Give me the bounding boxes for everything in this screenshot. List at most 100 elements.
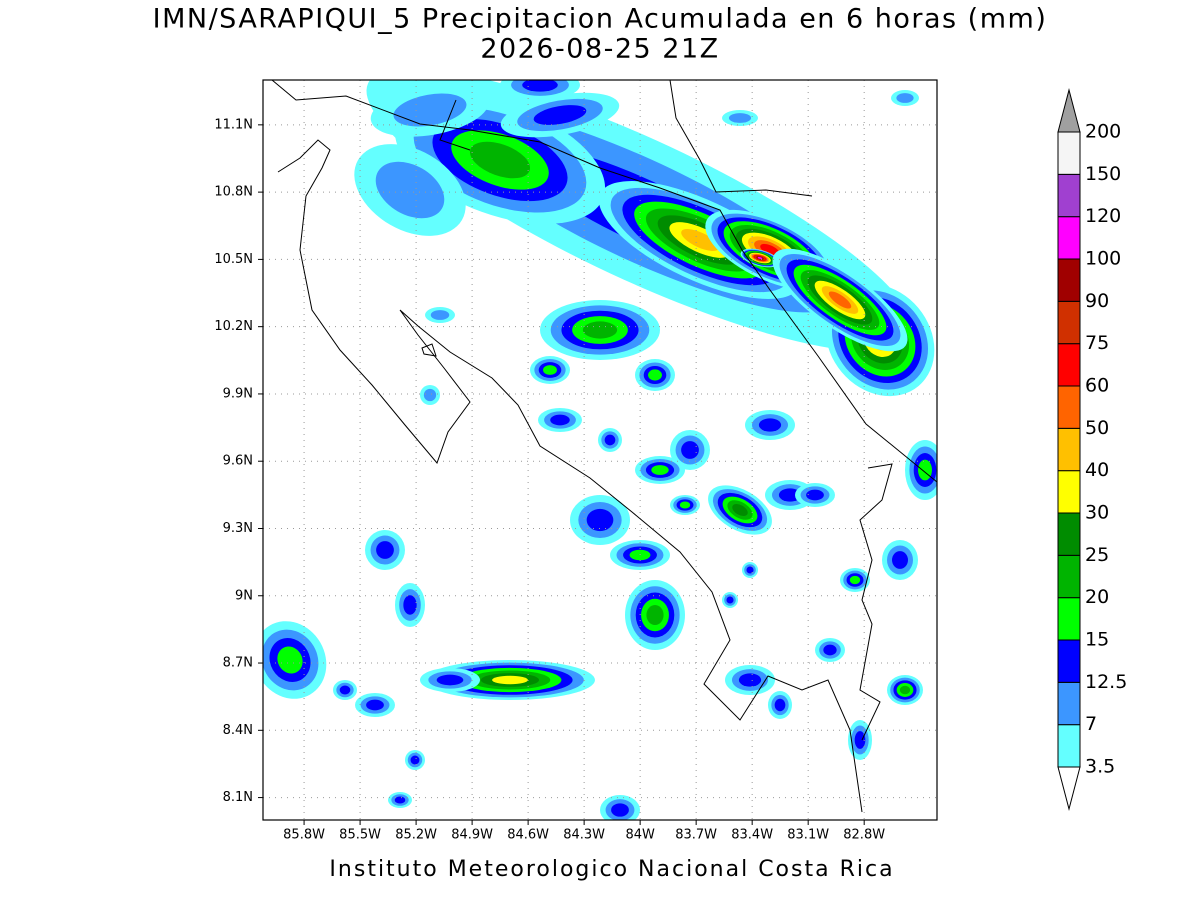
rain-contour — [611, 803, 629, 817]
rain-contour — [738, 673, 762, 687]
rain-contour — [436, 674, 464, 686]
x-tick-label: 85.5W — [339, 828, 381, 843]
colorbar-segment — [1057, 343, 1081, 387]
rain-contour — [430, 310, 450, 320]
coastline — [277, 139, 863, 813]
y-tick-label: 8.4N — [223, 723, 253, 738]
rain-contour — [681, 229, 719, 251]
footer: Instituto Meteorologico Nacional Costa R… — [329, 857, 894, 882]
rain-contour — [854, 731, 866, 749]
map-frame — [262, 79, 938, 821]
colorbar-label: 15 — [1085, 629, 1109, 651]
grid — [258, 80, 937, 825]
colorbar-label: 7 — [1085, 713, 1097, 735]
x-tick-label: 84W — [625, 828, 655, 843]
rain-contour — [823, 644, 837, 656]
y-tick-label: 9N — [235, 588, 253, 603]
rain-contour — [828, 291, 852, 309]
rain-contour — [582, 321, 618, 339]
title: IMN/SARAPIQUI_5 Precipitacion Acumulada … — [153, 4, 1048, 35]
rain-contour — [896, 93, 914, 103]
colorbar-over — [1057, 88, 1081, 133]
colorbar-label: 30 — [1085, 502, 1109, 524]
rain-contour — [778, 488, 802, 502]
rain-contour — [375, 161, 445, 219]
rain-contour — [339, 685, 351, 695]
subtitle: 2026-08-25 21Z — [480, 34, 719, 65]
y-tick-label: 11.1N — [214, 117, 253, 132]
colorbar-label: 60 — [1085, 375, 1109, 397]
y-tick-label: 10.2N — [214, 319, 253, 334]
colorbar-label: 20 — [1085, 586, 1109, 608]
rain-contour — [366, 699, 384, 711]
rain-contour — [651, 465, 669, 475]
rain-contour — [533, 105, 587, 125]
y-tick-label: 9.9N — [223, 386, 253, 401]
rain-contour — [892, 551, 908, 569]
x-tick-label: 84.6W — [507, 828, 549, 843]
rain-contour — [728, 113, 752, 123]
rain-contour — [646, 605, 664, 625]
y-tick-label: 9.6N — [223, 454, 253, 469]
colorbar-label: 120 — [1085, 205, 1121, 227]
island — [421, 343, 437, 357]
rain-contour — [550, 414, 570, 426]
colorbar-segment — [1057, 131, 1081, 175]
colorbar-label: 90 — [1085, 290, 1109, 312]
colorbar-label: 50 — [1085, 417, 1109, 439]
colorbar-segment — [1057, 300, 1081, 345]
colorbar-segment — [1057, 681, 1081, 726]
rain-contour — [394, 796, 406, 804]
x-tick-label: 84.3W — [563, 828, 605, 843]
x-tick-label: 83.7W — [675, 828, 717, 843]
rain-contour — [423, 388, 437, 402]
rain-contour — [604, 434, 616, 446]
rain-contour — [492, 675, 528, 685]
y-tick-label: 10.5N — [214, 252, 253, 267]
rain-contour — [726, 596, 734, 604]
border — [669, 80, 813, 197]
colorbar-segment — [1057, 173, 1081, 218]
rain-contour — [918, 459, 932, 481]
rain-contour — [758, 418, 782, 432]
rain-contour — [679, 501, 691, 509]
colorbar-segment — [1057, 470, 1081, 514]
colorbar-segment — [1057, 385, 1081, 429]
colorbar-segment — [1057, 597, 1081, 641]
x-tick-label: 85.8W — [283, 828, 325, 843]
rain-contour — [403, 595, 417, 615]
rain-contour — [760, 243, 780, 257]
y-tick-label: 8.7N — [223, 656, 253, 671]
rain-contour — [732, 504, 748, 516]
x-tick-label: 85.2W — [395, 828, 437, 843]
coastline — [271, 80, 937, 483]
colorbar-label: 3.5 — [1085, 756, 1115, 778]
rain-contour — [849, 575, 861, 585]
border — [859, 463, 893, 741]
colorbar-segment — [1057, 512, 1081, 556]
x-tick-label: 83.1W — [787, 828, 829, 843]
colorbar-label: 200 — [1085, 121, 1121, 143]
precipitation-field — [263, 80, 937, 820]
colorbar-label: 100 — [1085, 248, 1121, 270]
colorbar-segment — [1057, 554, 1081, 599]
x-tick-label: 82.8W — [843, 828, 885, 843]
x-tick-label: 83.4W — [731, 828, 773, 843]
colorbar: 3.5 7 12.5 15 20 25 30 40 50 60 75 90 100 120 150 200 — [1057, 88, 1127, 811]
rain-contour — [899, 685, 911, 695]
rain-contour — [522, 80, 558, 92]
rain-contour — [757, 256, 763, 260]
colorbar-segment — [1057, 639, 1081, 683]
rain-contour — [586, 508, 614, 532]
rain-contour — [410, 755, 420, 765]
colorbar-label: 150 — [1085, 163, 1121, 185]
colorbar-under — [1057, 766, 1081, 811]
border — [439, 99, 471, 151]
y-tick-label: 10.8N — [214, 185, 253, 200]
y-tick-label: 9.3N — [223, 521, 253, 536]
colorbar-segment — [1057, 216, 1081, 260]
coastlines — [271, 80, 937, 813]
x-tick-label: 84.9W — [451, 828, 493, 843]
